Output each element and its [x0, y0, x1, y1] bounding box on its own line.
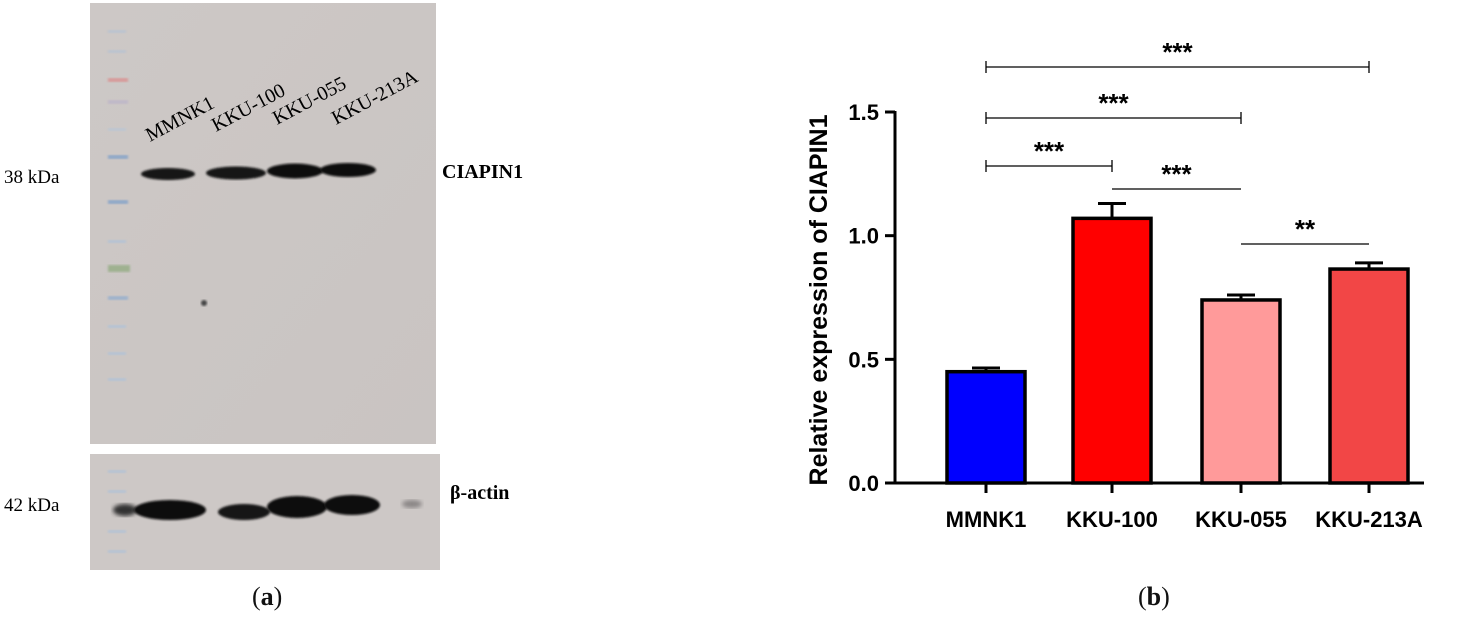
y-tick-label: 0.5: [848, 347, 879, 372]
protein-beta-actin: β-actin: [450, 482, 509, 504]
x-tick-label: KKU-055: [1195, 507, 1287, 532]
panel-a-label: (a): [252, 582, 283, 611]
y-tick-label: 1.5: [848, 100, 879, 125]
marker-38kda: 38 kDa: [4, 167, 60, 188]
bar-kku-055: [1200, 298, 1282, 485]
marker-42kda: 42 kDa: [4, 495, 60, 516]
significance-label: ***: [1162, 37, 1193, 67]
ciapin1-bands: [141, 163, 376, 306]
protein-ladder-bottom: [108, 470, 126, 553]
y-axis-label: Relative expression of CIAPIN1: [805, 114, 833, 485]
beta-actin-bands: [113, 495, 422, 520]
x-tick-label: KKU-213A: [1315, 507, 1423, 532]
protein-ciapin1: CIAPIN1: [442, 161, 523, 183]
bar-kku-213a: [1328, 267, 1410, 485]
y-tick-label: 1.0: [848, 224, 879, 249]
x-tick-label: KKU-100: [1066, 507, 1158, 532]
protein-ladder-top: [108, 30, 130, 381]
panel-b-letter: b: [1146, 582, 1162, 611]
panel-b-label: (b): [1138, 582, 1170, 611]
significance-label: ***: [1161, 159, 1192, 189]
y-tick-label: 0.0: [848, 471, 879, 496]
bar-kku-100: [1071, 216, 1153, 485]
panel-a-letter: a: [260, 582, 274, 611]
significance-label: ***: [1098, 88, 1129, 118]
top-membrane: [90, 3, 436, 444]
x-tick-label: MMNK1: [946, 507, 1027, 532]
significance-label: ***: [1034, 136, 1065, 166]
significance-label: **: [1295, 214, 1316, 244]
bar-mmnk1: [945, 369, 1027, 485]
